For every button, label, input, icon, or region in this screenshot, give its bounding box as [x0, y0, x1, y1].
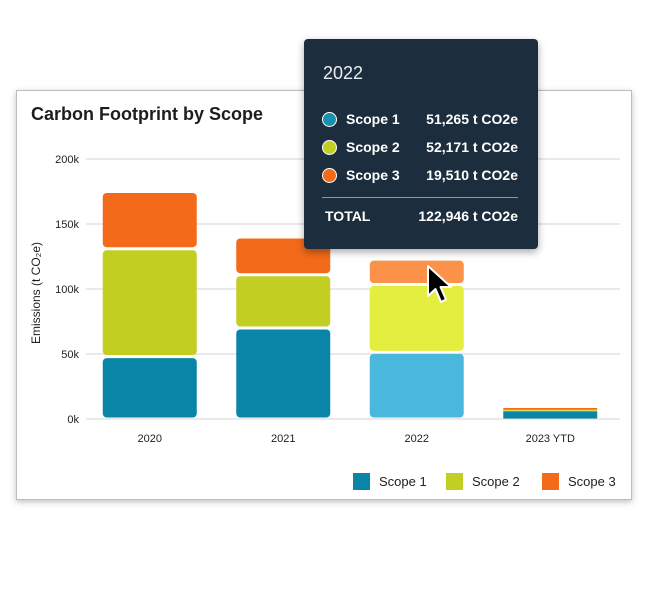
legend-item-scope-3[interactable]: Scope 3 [542, 473, 616, 490]
tooltip-label-scope-2: Scope 2 [346, 139, 400, 155]
tooltip-row-scope-3: Scope 3 19,510 t CO2e [322, 165, 518, 185]
legend-label-scope-3: Scope 3 [568, 474, 616, 489]
x-tick-label-2021: 2021 [271, 433, 295, 445]
tooltip-label-scope-3: Scope 3 [346, 167, 400, 183]
bar-2020-scope-3 [102, 193, 197, 248]
y-tick-label-2: 100k [55, 284, 79, 296]
tooltip-dot-scope-3 [322, 167, 337, 183]
tooltip-year: 2022 [323, 63, 364, 83]
arrow-cursor-icon [427, 265, 452, 303]
bar-2022-scope-1 [369, 353, 464, 418]
bar-2023-ytd-scope-2 [503, 409, 598, 411]
bar-2020-scope-2 [102, 250, 197, 356]
tooltip-label-scope-1: Scope 1 [346, 111, 400, 127]
legend-item-scope-2[interactable]: Scope 2 [446, 473, 520, 490]
y-axis-label: Emissions (t CO₂e) [29, 242, 43, 344]
tooltip-value-scope-2: 52,171 t CO2e [426, 139, 518, 155]
chart-title: Carbon Footprint by Scope [31, 104, 263, 124]
y-tick-label-1: 50k [61, 349, 79, 361]
tooltip-value-scope-3: 19,510 t CO2e [426, 167, 518, 183]
x-tick-label-2023-ytd: 2023 YTD [526, 433, 575, 445]
bar-2021-scope-2 [236, 276, 331, 327]
tooltip-value-scope-1: 51,265 t CO2e [426, 111, 518, 127]
tooltip-row-scope-1: Scope 1 51,265 t CO2e [322, 109, 518, 129]
x-tick-label-2022: 2022 [405, 433, 429, 445]
legend-swatch-scope-3 [542, 473, 559, 490]
tooltip-total-value: 122,946 t CO2e [418, 208, 518, 224]
tooltip-dot-scope-2 [322, 139, 337, 155]
tooltip-total-row: TOTAL 122,946 t CO2e [325, 208, 518, 224]
y-tick-label-0: 0k [67, 414, 79, 426]
tooltip-row-scope-2: Scope 2 52,171 t CO2e [322, 137, 518, 157]
tooltip-dot-scope-1 [322, 111, 337, 127]
x-tick-label-2020: 2020 [138, 433, 162, 445]
bar-2021-scope-1 [236, 329, 331, 418]
legend-swatch-scope-2 [446, 473, 463, 490]
bar-2023-ytd-scope-1 [503, 411, 598, 419]
bar-2023-ytd-scope-3 [503, 407, 598, 410]
tooltip-total-label: TOTAL [325, 208, 371, 224]
y-tick-label-4: 200k [55, 154, 79, 166]
tooltip-divider [322, 197, 518, 198]
legend-swatch-scope-1 [353, 473, 370, 490]
bar-2020-scope-1 [102, 358, 197, 418]
legend-label-scope-2: Scope 2 [472, 474, 520, 489]
tooltip: 2022 Scope 1 51,265 t CO2e Scope 2 52,17… [304, 39, 538, 249]
legend-item-scope-1[interactable]: Scope 1 [353, 473, 427, 490]
legend-label-scope-1: Scope 1 [379, 474, 427, 489]
y-tick-label-3: 150k [55, 219, 79, 231]
